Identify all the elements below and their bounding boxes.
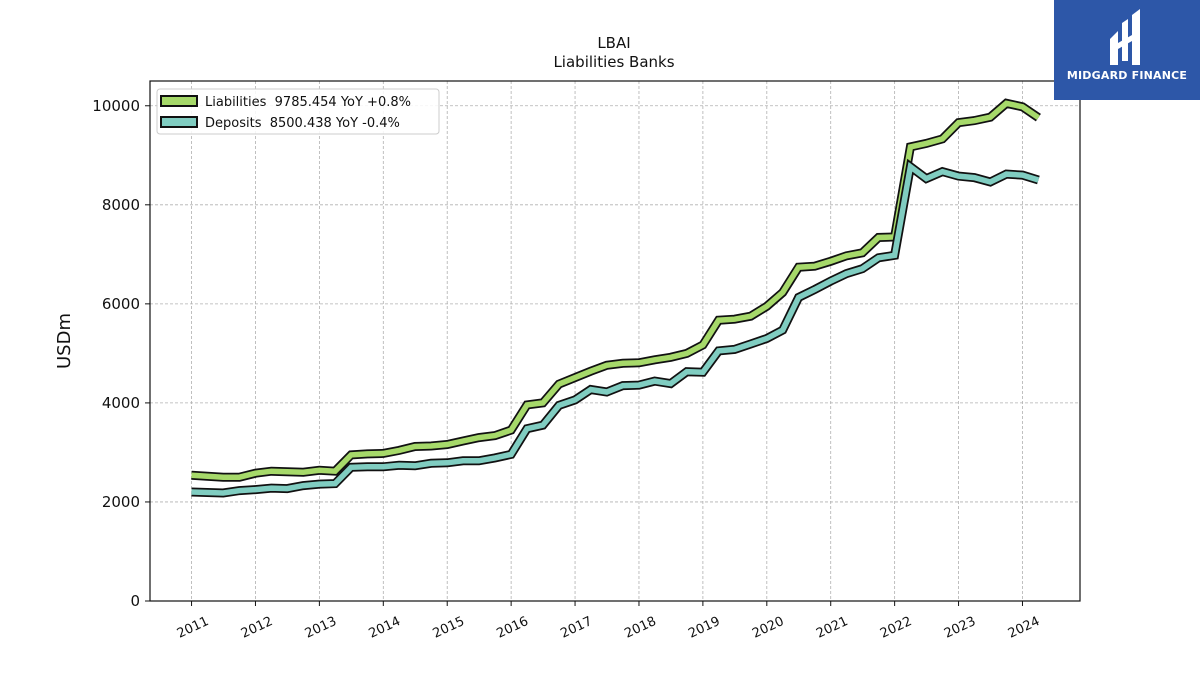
x-tick-label: 2024 xyxy=(1006,614,1042,642)
legend-swatch xyxy=(160,95,198,107)
legend-box xyxy=(156,88,440,135)
legend-swatch xyxy=(160,116,198,128)
y-tick-label: 8000 xyxy=(102,196,140,214)
x-tick-label: 2016 xyxy=(494,614,530,642)
x-tick-label: 2022 xyxy=(878,614,914,642)
axes: 0 2000 4000 6000 8000 10000 2011 2012 2013 2014 20… xyxy=(92,80,1081,642)
x-tick-label: 2018 xyxy=(622,614,658,642)
x-tick-label: 2021 xyxy=(814,614,850,642)
y-axis-label: USDm xyxy=(54,313,75,369)
y-tick-label: 0 xyxy=(130,592,140,610)
chart-subtitle: Liabilities Banks xyxy=(553,53,674,71)
y-tick-label: 10000 xyxy=(92,97,140,115)
legend-label: Liabilities 9785.454 YoY +0.8% xyxy=(205,95,411,110)
series-outline-deposits xyxy=(191,158,1040,498)
plot-frame xyxy=(149,80,1081,602)
x-tick-label: 2017 xyxy=(558,614,594,642)
x-tick-label: 2023 xyxy=(942,614,978,642)
chart-title: LBAI xyxy=(597,34,630,52)
midgard-logo-icon xyxy=(1110,9,1140,65)
series-outline-liabilities xyxy=(191,98,1041,482)
legend: Liabilities 9785.454 YoY +0.8% Deposits 8… xyxy=(156,88,440,135)
x-tick-label: 2019 xyxy=(686,614,722,642)
y-tick-label: 2000 xyxy=(102,493,140,511)
x-tick-label: 2013 xyxy=(303,614,339,642)
x-tick-label: 2011 xyxy=(175,614,211,642)
grid xyxy=(150,81,1080,602)
brand-logo: MIDGARD FINANCE xyxy=(1054,0,1200,100)
y-tick-label: 6000 xyxy=(102,295,140,313)
x-tick-label: 2014 xyxy=(367,614,403,642)
legend-label: Deposits 8500.438 YoY -0.4% xyxy=(205,116,400,131)
x-tick-label: 2012 xyxy=(239,614,275,642)
x-tick-label: 2020 xyxy=(750,614,786,642)
brand-name: MIDGARD FINANCE xyxy=(1066,69,1188,82)
x-tick-label: 2015 xyxy=(431,614,467,642)
series-line-deposits xyxy=(191,161,1040,496)
series-lines xyxy=(191,98,1041,498)
y-tick-label: 4000 xyxy=(102,394,140,412)
